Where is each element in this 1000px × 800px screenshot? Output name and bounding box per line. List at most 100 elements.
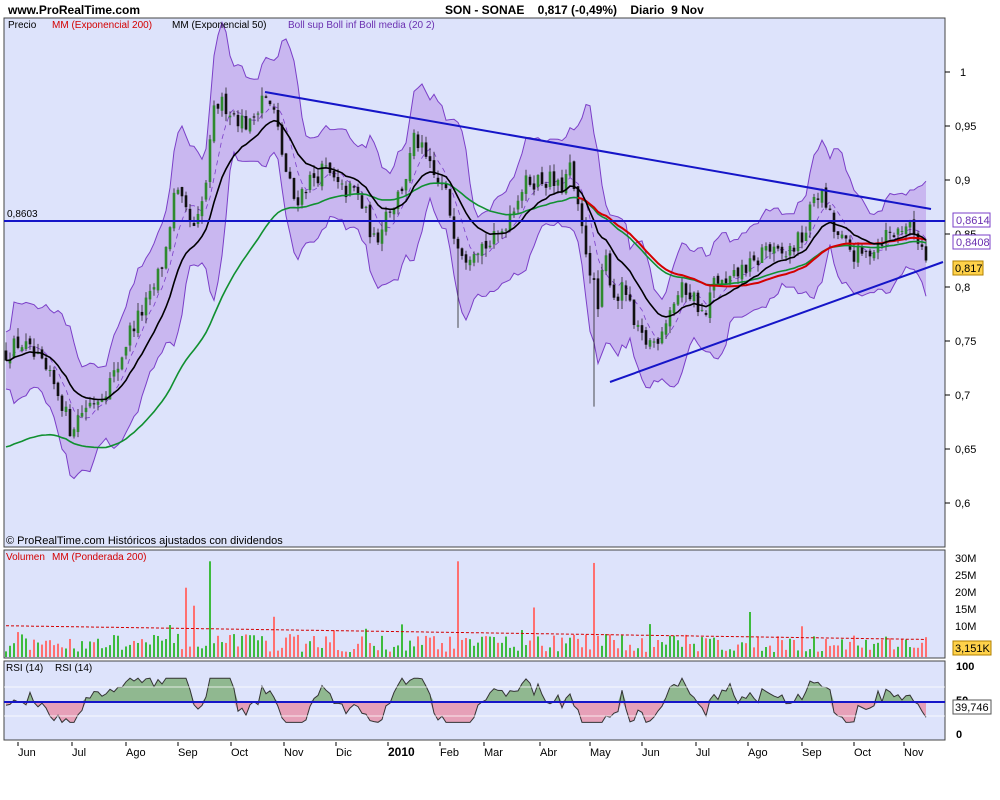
price-ytick: 0,75 xyxy=(955,336,976,348)
volume-bar xyxy=(669,635,671,657)
volume-bar xyxy=(69,638,71,657)
volume-ytick: 30M xyxy=(955,553,976,565)
candle-body xyxy=(764,246,768,251)
candle-body xyxy=(748,258,752,272)
candle-body xyxy=(776,245,780,249)
candle-body xyxy=(168,227,172,250)
candle-body xyxy=(344,185,348,198)
candle-body xyxy=(156,268,160,291)
candle-body xyxy=(704,312,708,315)
candle-body xyxy=(220,96,224,111)
rsi-panel: RSI (14) RSI (14) 100 50 0 39,746 xyxy=(3,660,992,741)
volume-bar xyxy=(905,639,907,657)
support-trendline[interactable] xyxy=(609,261,944,383)
volume-bar xyxy=(369,643,371,657)
legend-boll: Boll sup Boll inf Boll media (20 2) xyxy=(288,20,435,31)
candle-body xyxy=(784,256,788,258)
candle-body xyxy=(200,201,204,217)
candle-body xyxy=(564,174,568,194)
candle-body xyxy=(324,165,328,167)
volume-bar xyxy=(121,649,123,657)
volume-bar xyxy=(193,605,195,657)
volume-bar xyxy=(893,649,895,657)
price-footnote: © ProRealTime.com Históricos ajustados c… xyxy=(6,535,283,547)
candle-body xyxy=(540,172,544,185)
volume-bar xyxy=(837,645,839,657)
volume-bar xyxy=(281,647,283,657)
volume-bar xyxy=(373,645,375,657)
candle-body xyxy=(136,310,140,334)
candle-body xyxy=(464,254,468,263)
volume-bar xyxy=(753,647,755,657)
legend-volume-mm: MM (Ponderada 200) xyxy=(52,552,147,563)
site-name[interactable]: www.ProRealTime.com xyxy=(8,3,141,17)
volume-bar xyxy=(561,637,563,657)
volume-bar xyxy=(733,650,735,657)
volume-bar xyxy=(637,648,639,657)
candle-body xyxy=(396,191,400,210)
volume-bar xyxy=(269,651,271,657)
volume-bar xyxy=(137,642,139,657)
candle-body xyxy=(44,357,48,370)
candle-body xyxy=(404,179,408,191)
volume-bar xyxy=(261,636,263,657)
volume-bar xyxy=(29,649,31,657)
volume-bar xyxy=(393,646,395,657)
volume-bar xyxy=(273,616,275,657)
volume-bar xyxy=(761,650,763,657)
volume-bar xyxy=(921,642,923,657)
label-mm: 0,8408 xyxy=(956,237,990,249)
candle-body xyxy=(796,232,800,252)
candle-body xyxy=(716,275,720,284)
candle-body xyxy=(284,153,288,172)
resistance-trendline[interactable] xyxy=(264,91,932,210)
volume-bar xyxy=(397,645,399,657)
price-ytick: 1 xyxy=(960,67,966,79)
volume-bar xyxy=(117,635,119,657)
volume-bar xyxy=(133,640,135,657)
candle-body xyxy=(292,177,296,199)
volume-bar xyxy=(53,645,55,657)
volume-bar xyxy=(13,643,15,657)
volume-bar xyxy=(573,634,575,657)
volume-bar xyxy=(429,637,431,657)
volume-bar xyxy=(413,646,415,657)
candle-body xyxy=(596,278,600,310)
candle-body xyxy=(552,171,556,186)
volume-bar xyxy=(773,651,775,657)
volume-bar xyxy=(897,646,899,657)
candle-body xyxy=(456,238,460,249)
candle-body xyxy=(760,247,764,263)
volume-bar xyxy=(277,650,279,657)
volume-bar xyxy=(473,645,475,657)
volume-bar xyxy=(49,640,51,657)
candle-body xyxy=(732,270,736,277)
volume-bar xyxy=(241,635,243,657)
volume-bar xyxy=(609,634,611,657)
candle-body xyxy=(164,246,168,269)
candle-body xyxy=(312,173,316,178)
candle-body xyxy=(892,235,896,238)
volume-bar xyxy=(181,649,183,657)
volume-bar xyxy=(689,644,691,657)
candle-body xyxy=(840,234,844,238)
volume-bar xyxy=(593,562,595,657)
label-box-rsi-last xyxy=(952,699,992,715)
x-axis-month-label: May xyxy=(590,747,611,759)
volume-bar xyxy=(405,650,407,657)
volume-bar xyxy=(697,651,699,657)
candle-body xyxy=(268,100,272,105)
x-axis-month-label: Ago xyxy=(126,747,146,759)
volume-bar xyxy=(365,628,367,657)
volume-bar xyxy=(497,642,499,657)
candle-body xyxy=(152,287,156,290)
candle-body xyxy=(604,255,608,272)
volume-bar xyxy=(513,646,515,657)
candle-body xyxy=(56,382,60,397)
price-ytick: 0,95 xyxy=(955,121,976,133)
volume-bar xyxy=(81,641,83,657)
candle-body xyxy=(736,267,740,277)
candle-body xyxy=(856,246,860,263)
candle-body xyxy=(188,208,192,222)
legend-rsi-2: RSI (14) xyxy=(55,663,92,674)
